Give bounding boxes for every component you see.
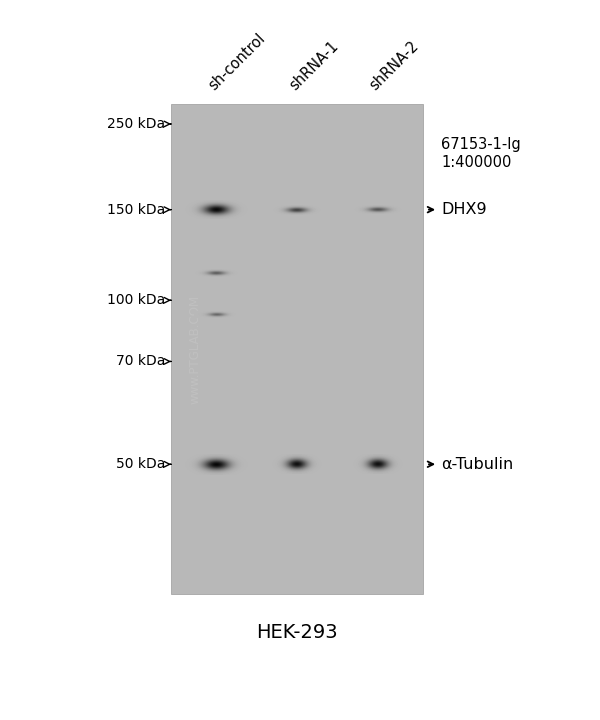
Text: sh-control: sh-control (206, 31, 268, 94)
Text: 250 kDa: 250 kDa (107, 117, 165, 131)
Text: www.PTGLAB.COM: www.PTGLAB.COM (188, 294, 202, 404)
Text: HEK-293: HEK-293 (256, 623, 338, 642)
Text: DHX9: DHX9 (441, 202, 487, 217)
Bar (171, 104, 423, 594)
Text: 50 kDa: 50 kDa (116, 457, 165, 472)
Text: 100 kDa: 100 kDa (107, 293, 165, 307)
Text: 70 kDa: 70 kDa (116, 354, 165, 369)
Text: shRNA-2: shRNA-2 (367, 39, 422, 94)
Text: 67153-1-Ig
1:400000: 67153-1-Ig 1:400000 (441, 138, 521, 170)
Text: shRNA-1: shRNA-1 (286, 39, 341, 94)
Text: α-Tubulin: α-Tubulin (441, 456, 513, 472)
Text: 150 kDa: 150 kDa (107, 202, 165, 217)
